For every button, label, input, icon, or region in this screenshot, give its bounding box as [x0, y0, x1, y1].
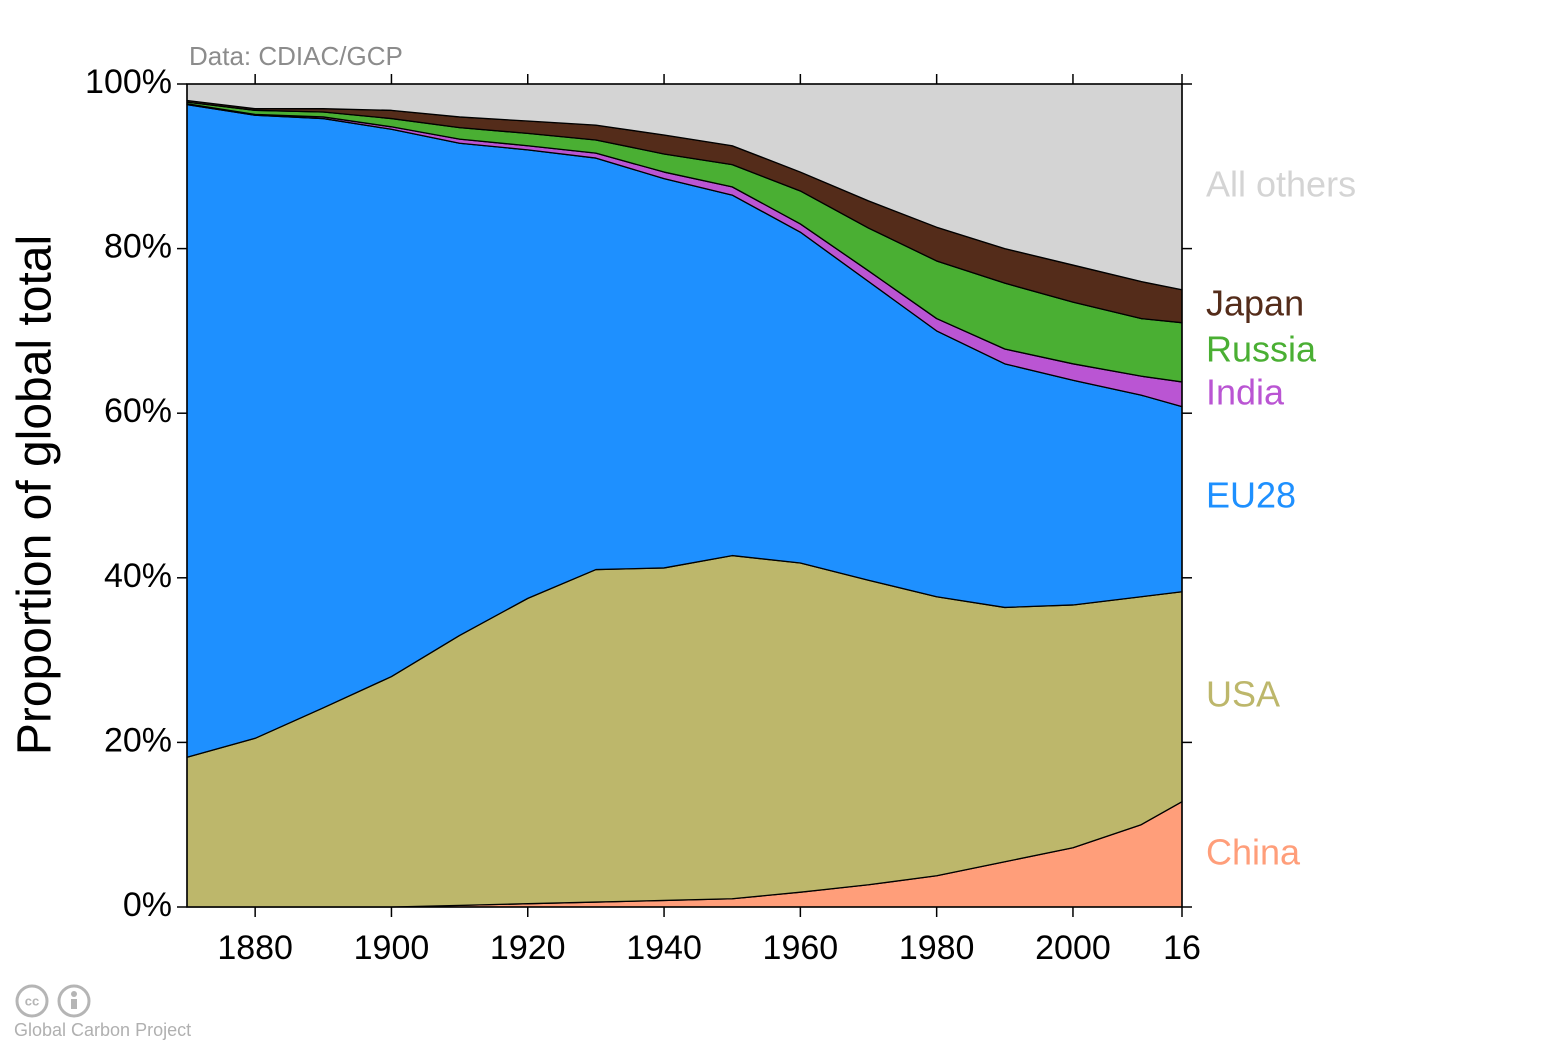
x-tick-label: 1940	[626, 929, 702, 967]
series-label: Japan	[1206, 283, 1304, 324]
x-tick-label: 1920	[490, 929, 566, 967]
y-tick-label: 80%	[104, 228, 172, 266]
y-tick-label: 20%	[104, 721, 172, 759]
series-label: USA	[1206, 674, 1280, 715]
x-tick-label: 2000	[1035, 929, 1111, 967]
series-label: All others	[1206, 164, 1356, 205]
y-tick-label: 0%	[123, 886, 172, 924]
x-tick-label: 1980	[899, 929, 975, 967]
series-label: EU28	[1206, 475, 1296, 516]
y-tick-label: 100%	[85, 63, 172, 101]
y-tick-label: 40%	[104, 557, 172, 595]
cc-icons: cc	[15, 984, 91, 1018]
y-axis-label: Proportion of global total	[9, 235, 62, 755]
svg-text:cc: cc	[25, 993, 39, 1008]
credit: Global Carbon Project	[14, 1020, 191, 1040]
x-tick-label: 1880	[217, 929, 293, 967]
series-label: Russia	[1206, 329, 1317, 370]
series-label: China	[1206, 832, 1301, 873]
series-label: India	[1206, 372, 1285, 413]
data-note: Data: CDIAC/GCP	[189, 41, 403, 71]
plot-frame	[186, 83, 1183, 908]
x-tick-label: 16	[1163, 929, 1201, 967]
y-tick-label: 60%	[104, 392, 172, 430]
x-tick-label: 1900	[354, 929, 430, 967]
x-tick-label: 1960	[763, 929, 839, 967]
